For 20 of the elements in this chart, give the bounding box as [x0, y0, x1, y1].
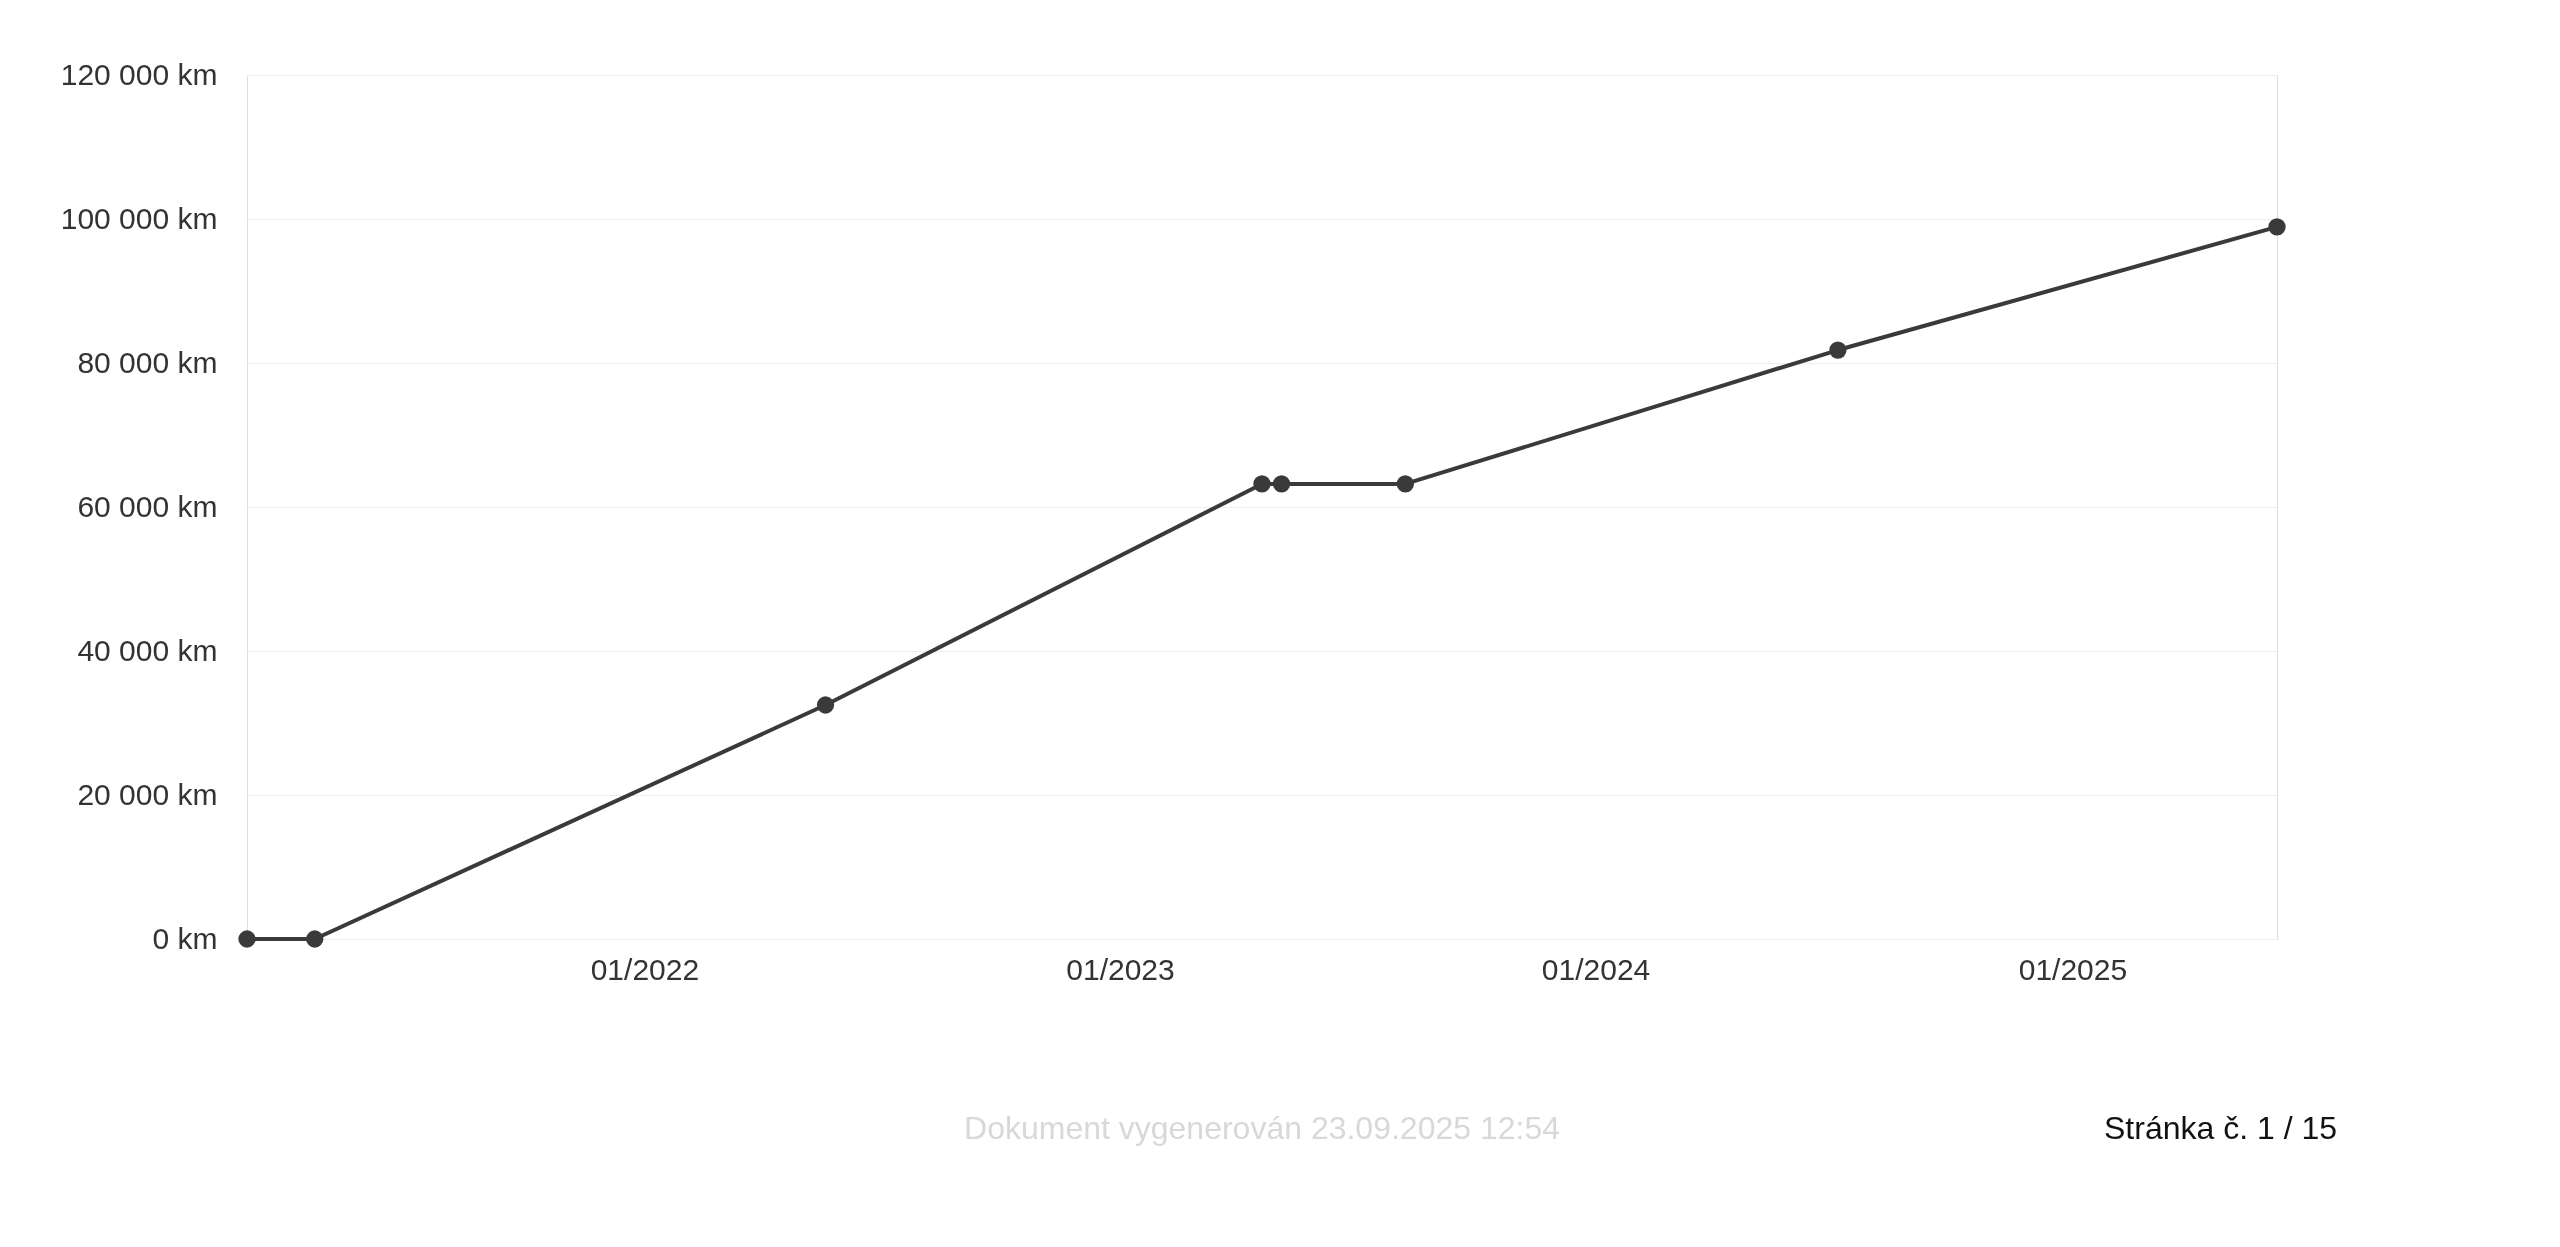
y-tick-label: 100 000 km — [60, 201, 218, 235]
y-tick-label: 120 000 km — [60, 57, 218, 91]
y-tick-label: 20 000 km — [77, 777, 218, 811]
point — [2268, 218, 2286, 236]
point — [1253, 475, 1271, 493]
x-tick-label: 01/2023 — [1066, 952, 1175, 986]
point — [816, 696, 835, 714]
y-tick-label: 0 km — [152, 921, 218, 955]
x-tick-label: 01/2022 — [590, 952, 700, 986]
point — [238, 930, 256, 948]
y-tick-label: 40 000 km — [77, 633, 218, 667]
point — [1829, 341, 1847, 359]
point — [306, 930, 324, 948]
x-tick-label: 01/2025 — [2018, 952, 2128, 986]
y-tick-label: 80 000 km — [77, 345, 218, 379]
text: Stránka č. 1 / 15 — [2103, 1110, 2337, 1146]
point — [1396, 475, 1414, 493]
x-tick-label: 01/2024 — [1541, 952, 1651, 986]
y-tick-label: 60 000 km — [77, 489, 218, 523]
point — [1272, 475, 1291, 493]
